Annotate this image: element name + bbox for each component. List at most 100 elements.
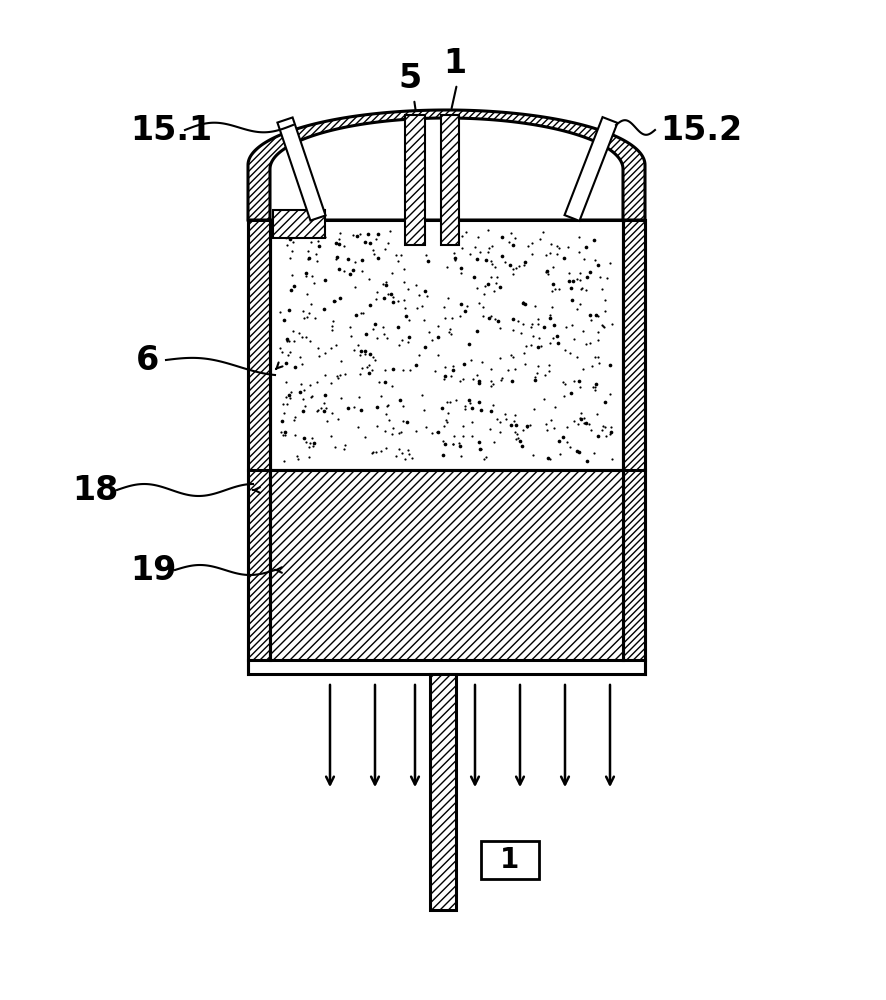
Point [474,402,488,418]
Point [311,340,325,356]
Point [505,373,519,389]
Point [465,414,479,430]
Point [531,311,545,327]
Point [422,324,436,340]
Point [292,325,307,341]
Point [517,294,531,310]
Point [340,400,354,416]
Point [458,398,472,414]
Bar [481,841,539,879]
Point [442,324,456,340]
Point [459,224,473,240]
Bar [248,220,270,660]
Point [318,345,332,361]
Point [539,247,553,263]
Point [540,450,555,466]
Point [338,366,352,382]
Point [580,269,595,285]
Point [354,305,369,321]
Point [504,347,518,363]
Point [559,319,573,335]
Point [591,428,605,444]
Point [280,237,294,253]
Point [455,371,470,387]
Point [299,329,314,345]
Point [541,266,556,282]
Point [591,324,605,340]
Point [288,427,302,443]
Point [573,296,587,312]
Point [475,354,489,370]
Point [521,238,535,254]
Point [453,308,467,324]
Point [598,419,612,435]
Point [563,345,577,361]
Point [348,279,362,295]
Point [506,261,520,277]
Point [539,264,553,280]
Point [353,347,367,363]
Point [273,304,287,320]
Point [486,256,500,272]
Point [377,326,391,342]
Point [524,337,538,353]
Point [358,234,372,250]
Point [494,248,509,264]
Point [487,283,501,299]
Point [572,444,587,460]
Point [587,445,601,461]
Point [501,362,516,378]
Point [598,303,612,319]
Point [305,430,319,446]
Point [396,398,410,414]
Point [511,430,525,446]
Point [323,375,338,391]
Point [438,359,452,375]
Point [525,447,540,463]
Point [419,247,433,263]
Point [596,318,610,334]
Point [527,401,541,417]
Point [517,257,531,273]
Point [591,349,605,365]
Text: 19: 19 [130,554,176,586]
Point [444,326,458,342]
Point [493,320,507,336]
Point [410,300,424,316]
Point [360,326,374,342]
Point [491,313,505,329]
Point [366,242,380,258]
Point [488,311,502,327]
Point [401,281,416,297]
Point [276,405,291,421]
Point [548,281,563,297]
Point [558,342,572,358]
Point [408,357,423,373]
Point [523,417,537,433]
Point [275,344,289,360]
Point [346,399,361,415]
Point [371,250,385,266]
Point [376,319,390,335]
Point [585,358,599,374]
Point [282,302,296,318]
Point [583,264,597,280]
Point [455,240,469,256]
Bar [441,115,459,245]
Point [593,355,607,371]
Point [595,418,610,434]
Point [279,389,293,405]
Point [431,329,445,345]
Point [401,226,416,242]
Point [415,298,429,314]
Point [365,445,379,461]
Point [494,370,509,386]
Point [574,411,588,427]
Point [373,388,387,404]
Point [344,328,358,344]
Point [385,378,399,394]
Point [436,447,450,463]
Point [398,300,412,316]
Point [305,268,319,284]
Point [564,317,579,333]
